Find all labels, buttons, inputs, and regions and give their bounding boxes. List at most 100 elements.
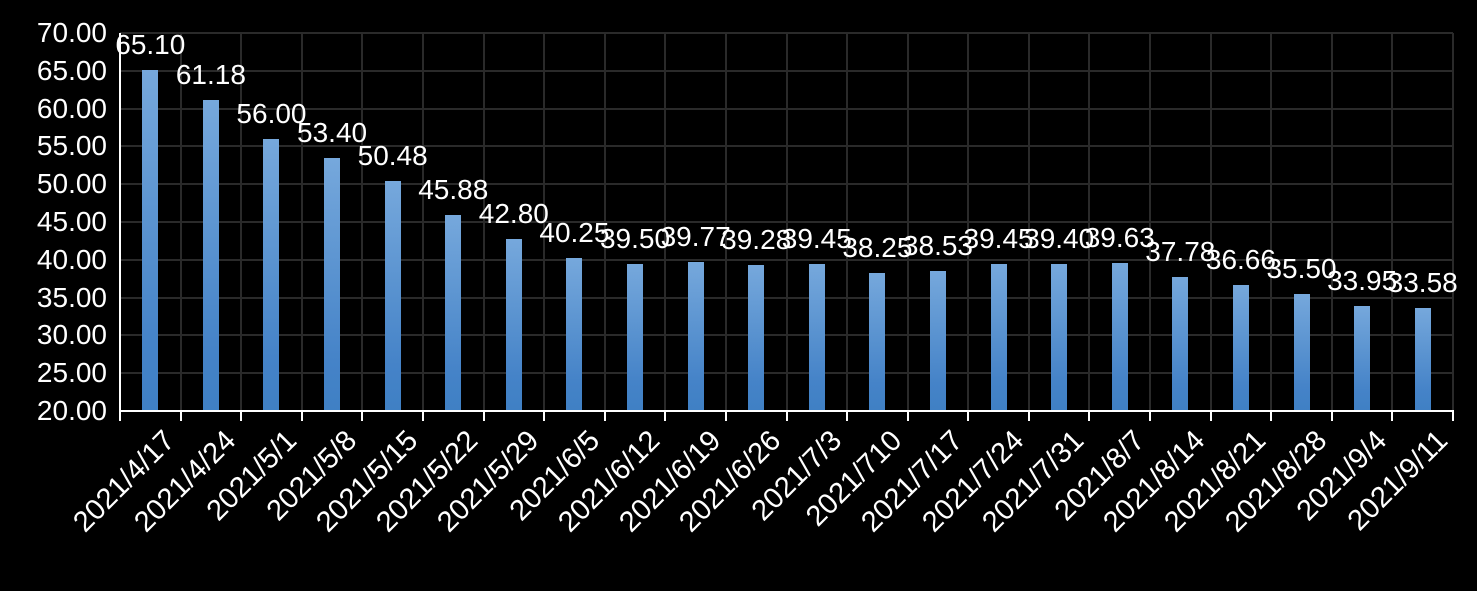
v-gridline xyxy=(603,33,606,411)
bar xyxy=(748,265,765,411)
v-gridline xyxy=(1149,33,1152,411)
v-gridline xyxy=(300,33,303,411)
x-axis-tick xyxy=(1088,411,1091,421)
bar-value-label: 39.50 xyxy=(599,222,671,254)
x-axis-tick xyxy=(361,411,364,421)
bar-value-label: 39.45 xyxy=(781,222,852,254)
bar xyxy=(202,99,219,411)
v-gridline xyxy=(1452,33,1454,411)
x-axis-tick xyxy=(421,411,424,421)
v-gridline xyxy=(482,33,485,411)
x-axis-tick xyxy=(1391,411,1394,421)
bar-value-label: 42.80 xyxy=(478,197,549,229)
bar xyxy=(1172,276,1189,411)
y-axis-label: 55.00 xyxy=(36,130,107,162)
bar xyxy=(1354,305,1371,411)
y-axis-label: 20.00 xyxy=(36,395,107,426)
bar xyxy=(1414,308,1431,411)
y-axis-label: 50.00 xyxy=(36,168,107,200)
bar-value-label: 50.48 xyxy=(357,139,428,171)
bar xyxy=(627,263,644,411)
v-gridline xyxy=(543,33,546,411)
bar xyxy=(445,215,462,411)
bar-value-label: 39.45 xyxy=(963,222,1034,254)
y-axis-label: 45.00 xyxy=(36,206,107,237)
v-gridline xyxy=(421,33,424,411)
y-axis-label: 40.00 xyxy=(36,243,107,275)
v-gridline xyxy=(1027,33,1030,411)
x-axis-tick xyxy=(906,411,909,421)
bar xyxy=(505,238,522,411)
bar-value-label: 45.88 xyxy=(418,174,489,206)
bar-value-label: 39.63 xyxy=(1084,221,1155,253)
bar-value-label: 33.95 xyxy=(1327,264,1398,296)
bar-value-label: 39.77 xyxy=(660,220,731,252)
y-axis-label: 30.00 xyxy=(36,319,107,351)
bar xyxy=(687,261,704,411)
x-axis-tick xyxy=(1452,411,1454,421)
x-axis-tick xyxy=(664,411,667,421)
x-axis-tick xyxy=(300,411,303,421)
x-axis-tick xyxy=(846,411,849,421)
x-axis-tick xyxy=(967,411,970,421)
y-axis-label: 35.00 xyxy=(36,281,107,313)
bar xyxy=(1293,293,1310,411)
v-gridline xyxy=(361,33,364,411)
x-axis-tick xyxy=(785,411,788,421)
x-axis-tick xyxy=(1330,411,1333,421)
x-axis-tick xyxy=(1149,411,1152,421)
bar xyxy=(566,257,583,411)
y-axis-label: 60.00 xyxy=(36,92,107,124)
bar xyxy=(869,273,886,411)
bar xyxy=(990,263,1007,411)
x-axis-tick xyxy=(482,411,485,421)
bar xyxy=(384,180,401,411)
y-axis-label: 70.00 xyxy=(36,17,107,48)
bar-value-label: 37.78 xyxy=(1145,235,1216,267)
bar xyxy=(324,158,341,411)
bar-value-label: 40.25 xyxy=(539,216,610,248)
x-axis-tick xyxy=(179,411,182,421)
bar xyxy=(1051,264,1068,411)
bar-value-label: 53.40 xyxy=(297,117,368,149)
bar-value-label: 39.28 xyxy=(721,224,792,256)
bar-value-label: 39.40 xyxy=(1024,223,1095,255)
bar xyxy=(929,270,946,411)
bar xyxy=(1232,285,1249,411)
bar-value-label: 38.53 xyxy=(902,229,974,261)
y-axis-label: 65.00 xyxy=(36,54,107,86)
bar-value-label: 35.50 xyxy=(1266,252,1337,284)
bar-value-label: 65.10 xyxy=(115,29,186,61)
x-axis-tick xyxy=(1209,411,1212,421)
v-gridline xyxy=(664,33,667,411)
x-axis-tick xyxy=(119,411,121,421)
bar-value-label: 36.66 xyxy=(1205,244,1276,276)
x-axis-tick xyxy=(1027,411,1030,421)
v-gridline xyxy=(846,33,849,411)
v-gridline xyxy=(1270,33,1273,411)
v-gridline xyxy=(1391,33,1394,411)
bar xyxy=(263,138,280,411)
v-gridline xyxy=(967,33,970,411)
bar xyxy=(808,263,825,411)
bar xyxy=(1111,262,1128,411)
bar-value-label: 61.18 xyxy=(175,58,246,90)
x-axis-tick xyxy=(543,411,546,421)
y-axis-line xyxy=(119,33,121,411)
v-gridline xyxy=(1209,33,1212,411)
v-gridline xyxy=(785,33,788,411)
bar-value-label: 56.00 xyxy=(236,97,307,129)
x-axis-tick xyxy=(240,411,243,421)
x-axis-tick xyxy=(724,411,727,421)
v-gridline xyxy=(724,33,727,411)
v-gridline xyxy=(906,33,909,411)
bar-value-label: 38.25 xyxy=(842,232,913,264)
v-gridline xyxy=(179,33,182,411)
v-gridline xyxy=(1088,33,1091,411)
x-axis-tick xyxy=(1270,411,1273,421)
v-gridline xyxy=(1330,33,1333,411)
y-axis-label: 25.00 xyxy=(36,357,107,389)
bar-value-label: 33.58 xyxy=(1387,267,1458,299)
x-axis-tick xyxy=(603,411,606,421)
